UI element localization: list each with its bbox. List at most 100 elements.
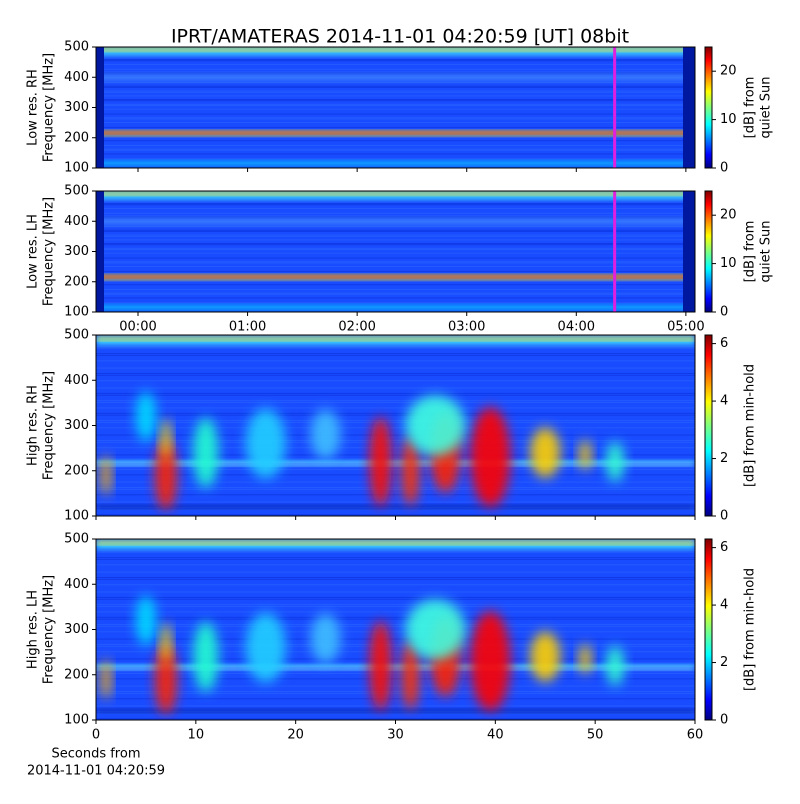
burst-shading <box>405 599 466 660</box>
burst-shading <box>606 441 625 482</box>
spectrogram-texture <box>96 394 695 396</box>
edge-shade <box>683 47 695 168</box>
burst-shading <box>579 643 592 674</box>
emission-band <box>96 191 695 195</box>
spectrogram-texture <box>96 461 695 463</box>
x-tick-label: 00:00 <box>119 320 156 335</box>
spectrogram-texture <box>96 247 695 249</box>
y-tick-label: 400 <box>64 70 89 85</box>
spectrogram-texture <box>96 558 695 560</box>
spectrogram-background <box>96 191 695 312</box>
spectrogram-texture <box>96 86 695 88</box>
spectrogram-texture <box>96 297 695 299</box>
spectrogram-texture <box>96 279 695 281</box>
spectrogram-texture <box>96 441 695 443</box>
burst-shading <box>100 659 111 700</box>
x-tick-label: 50 <box>587 728 604 743</box>
spectrogram-texture <box>96 289 695 291</box>
spectrogram-texture <box>96 292 695 294</box>
emission-band <box>96 218 695 225</box>
spectrogram-texture <box>96 302 695 304</box>
colorbar-label: quiet Sun <box>759 220 774 282</box>
y-tick-label: 100 <box>64 305 89 320</box>
colorbar-tick-label: 20 <box>720 208 737 223</box>
colorbar <box>704 46 713 169</box>
spectrogram-texture <box>96 678 695 680</box>
spectrogram-texture <box>96 488 695 490</box>
emission-band <box>96 305 695 310</box>
y-tick-label: 400 <box>64 373 89 388</box>
colorbar-tick-label: 4 <box>720 394 728 409</box>
x-tick-label: 05:00 <box>667 320 704 335</box>
y-axis-label: Low res. RH <box>26 69 41 146</box>
spectrogram-background <box>96 47 695 168</box>
y-tick-label: 400 <box>64 214 89 229</box>
burst-shading <box>154 440 177 511</box>
colorbar-tick-label: 2 <box>720 451 728 466</box>
emission-band <box>96 337 695 341</box>
spectrogram-texture <box>96 148 695 150</box>
spectrogram-texture <box>96 284 695 286</box>
spectrogram-texture <box>96 671 695 673</box>
spectrogram-texture <box>96 421 695 423</box>
spectrogram-texture <box>96 198 695 200</box>
spectrogram-texture <box>96 118 695 120</box>
y-tick-label: 100 <box>64 509 89 524</box>
x-tick-label: 01:00 <box>229 320 266 335</box>
emission-band <box>96 459 695 462</box>
burst-shading <box>369 620 392 711</box>
burst-shading <box>310 409 341 460</box>
x-tick-label: 04:00 <box>558 320 595 335</box>
spectrogram-texture <box>96 578 695 580</box>
spectrogram-texture <box>96 117 695 119</box>
spectrogram-texture <box>96 345 695 347</box>
spectrogram-texture <box>96 353 695 355</box>
colorbar-tick-label: 0 <box>720 161 728 176</box>
spectrogram-texture <box>96 55 695 57</box>
spectrogram-texture <box>96 551 695 553</box>
y-tick-label: 200 <box>64 667 89 682</box>
burst-shading <box>193 621 219 692</box>
colorbar <box>704 190 713 313</box>
y-tick-label: 500 <box>64 184 89 199</box>
colorbar-label: [dB] from min-hold <box>743 568 758 691</box>
spectrogram-texture <box>96 212 695 214</box>
spectrogram-texture <box>96 401 695 403</box>
x-tick-label: 40 <box>487 728 504 743</box>
x-axis-label: 2014-11-01 04:20:59 <box>27 764 165 779</box>
spectrogram-texture <box>96 261 695 263</box>
colorbar-tick-label: 6 <box>720 336 728 351</box>
spectrogram-texture <box>96 705 695 707</box>
colorbar-label: [dB] from <box>743 221 758 283</box>
emission-band <box>96 462 695 466</box>
spectrogram-texture <box>96 564 695 566</box>
burst-shading <box>606 645 625 686</box>
x-tick-label: 03:00 <box>448 320 485 335</box>
spectrogram-texture <box>96 514 695 516</box>
spectrogram-texture <box>96 68 695 70</box>
spectrogram-texture <box>96 274 695 276</box>
spectrogram-texture <box>96 91 695 93</box>
spectrogram-texture <box>96 420 695 422</box>
y-axis-label: High res. RH <box>26 385 41 466</box>
burst-shading <box>100 455 111 496</box>
spectrogram-texture <box>96 243 695 245</box>
spectrogram-texture <box>96 439 695 441</box>
emission-band <box>96 666 695 670</box>
spectrogram-texture <box>96 571 695 573</box>
spectrogram-texture <box>96 658 695 660</box>
spectrogram-texture <box>96 400 695 402</box>
spectrogram-texture <box>96 235 695 237</box>
spectrogram-texture <box>96 249 695 251</box>
y-tick-label: 300 <box>64 418 89 433</box>
spectrogram-texture <box>96 310 695 312</box>
burst-shading <box>369 416 392 507</box>
spectrogram <box>96 191 695 312</box>
emission-band <box>96 161 695 166</box>
emission-band <box>96 541 695 545</box>
spectrogram-texture <box>96 82 695 84</box>
colorbar-tick-label: 6 <box>720 540 728 555</box>
burst-shading <box>405 395 466 456</box>
spectrogram-texture <box>96 293 695 295</box>
